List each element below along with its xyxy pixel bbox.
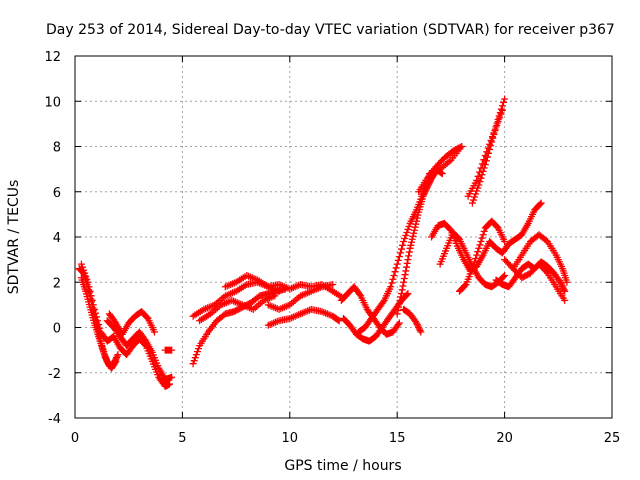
plus-marker-cloud (103, 317, 176, 384)
series-arc-6 (161, 346, 176, 354)
x-tick-label: 10 (282, 431, 299, 446)
x-tick-label: 25 (604, 431, 621, 446)
plus-marker-cloud (264, 305, 343, 329)
plus-marker-cloud (77, 260, 174, 390)
plus-marker-cloud (161, 346, 176, 354)
y-tick-label: 8 (53, 141, 61, 156)
series-arc-19 (425, 143, 466, 178)
series-arc-16 (393, 167, 440, 318)
series-arc-17 (400, 305, 425, 336)
plus-marker-cloud (77, 274, 120, 372)
plus-marker-cloud (400, 305, 425, 336)
x-tick-label: 0 (71, 431, 79, 446)
plus-marker-cloud (196, 292, 279, 325)
plus-marker-cloud (105, 308, 158, 338)
plus-marker-cloud (425, 143, 466, 178)
series-arc-27 (509, 231, 571, 286)
y-tick-label: 6 (53, 186, 61, 201)
y-tick-label: 10 (44, 95, 61, 110)
series-arc-12 (264, 305, 343, 329)
series-arc-24 (455, 217, 509, 295)
series-arc-5 (105, 308, 158, 338)
series-arc-2 (77, 274, 120, 372)
x-axis-label: GPS time / hours (284, 458, 401, 474)
y-tick-label: -4 (48, 412, 61, 427)
x-tick-label: 5 (178, 431, 186, 446)
x-tick-label: 20 (496, 431, 513, 446)
series-arc-11 (264, 281, 337, 313)
y-tick-label: 4 (53, 231, 61, 246)
series-arc-22 (428, 199, 545, 275)
x-tick-label: 15 (389, 431, 406, 446)
plus-marker-cloud (428, 199, 545, 275)
series-arc-3 (77, 260, 174, 390)
series-arc-9 (196, 292, 279, 325)
plus-marker-cloud (455, 217, 509, 295)
chart-title: Day 253 of 2014, Sidereal Day-to-day VTE… (46, 22, 615, 38)
plus-marker-cloud (264, 281, 337, 313)
y-axis-label: SDTVAR / TECUs (6, 180, 22, 295)
series-arc-4 (103, 317, 176, 384)
plus-marker-cloud (501, 256, 569, 304)
y-tick-label: 2 (53, 276, 61, 291)
series-arc-21 (464, 106, 506, 200)
y-tick-label: 0 (53, 322, 61, 337)
axis-ticks: 0 5 10 15 20 25 -4 -2 0 2 4 6 8 10 12 (44, 50, 620, 446)
data-marks (75, 95, 571, 390)
plus-marker-cloud (393, 167, 440, 318)
plus-marker-cloud (464, 106, 506, 200)
y-tick-label: -2 (48, 367, 61, 382)
series-arc-26 (501, 256, 569, 304)
y-tick-label: 12 (44, 50, 61, 65)
plus-marker-cloud (509, 231, 571, 286)
